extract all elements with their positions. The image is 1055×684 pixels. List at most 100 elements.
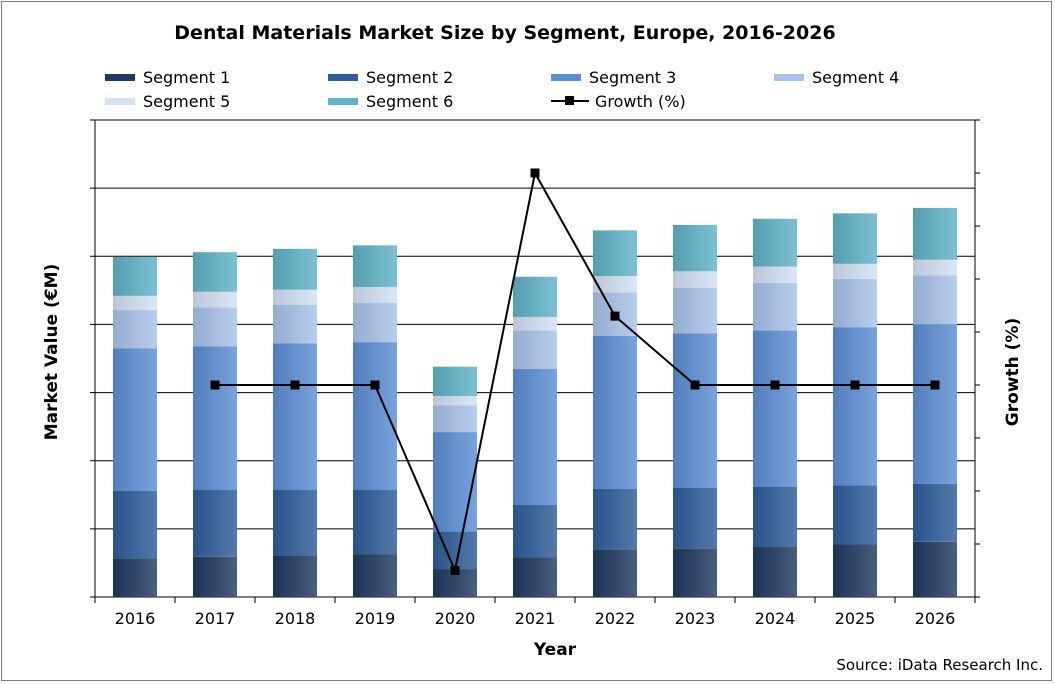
- bar-segment-4: [353, 302, 397, 343]
- legend-item-growth: Growth (%): [551, 90, 686, 112]
- legend-item-segment-1: Segment 1: [105, 66, 230, 88]
- growth-line: [215, 170, 935, 574]
- growth-point: [210, 380, 220, 390]
- legend-swatch-segment-1: [105, 73, 135, 81]
- bar-segment-6: [113, 256, 157, 296]
- bar-segment-4: [913, 275, 957, 325]
- bar-segment-6: [833, 213, 877, 264]
- legend-swatch-segment-4: [774, 73, 804, 81]
- x-tick-label: 2019: [355, 609, 396, 628]
- legend-line-growth: [551, 96, 589, 105]
- bar-segment-5: [273, 289, 317, 305]
- x-tick-label: 2022: [595, 609, 636, 628]
- x-axis-label: Year: [533, 640, 577, 660]
- bar-segment-6: [593, 230, 637, 277]
- x-tick-label: 2026: [915, 609, 956, 628]
- legend-item-segment-3: Segment 3: [551, 66, 676, 88]
- bar-segment-6: [273, 248, 317, 290]
- bar-segment-5: [673, 271, 717, 288]
- bar-segment-5: [753, 266, 797, 283]
- bar-segment-3: [833, 327, 877, 486]
- bar-segment-2: [753, 486, 797, 547]
- growth-point: [530, 168, 540, 178]
- bar-segment-5: [513, 316, 557, 331]
- bar-segment-1: [273, 555, 317, 597]
- bar-segment-3: [193, 346, 237, 491]
- bar-segment-4: [513, 330, 557, 369]
- bar-segment-6: [433, 366, 477, 396]
- growth-point: [450, 566, 460, 575]
- legend-label-segment-5: Segment 5: [143, 91, 231, 111]
- growth-point: [290, 380, 300, 390]
- bar-segment-2: [113, 490, 157, 559]
- bar-segment-4: [433, 405, 477, 433]
- growth-point: [850, 380, 860, 390]
- legend-item-segment-2: Segment 2: [328, 66, 453, 88]
- legend-label-segment-3: Segment 3: [589, 67, 677, 87]
- legend-item-segment-4: Segment 4: [774, 66, 899, 88]
- growth-point: [930, 380, 940, 390]
- bar-segment-3: [353, 342, 397, 491]
- legend-swatch-segment-2: [328, 73, 358, 81]
- bar-segment-2: [513, 505, 557, 558]
- bar-segment-2: [833, 485, 877, 545]
- bar-segment-5: [913, 259, 957, 276]
- bar-segment-6: [353, 245, 397, 287]
- bar-segment-3: [753, 330, 797, 487]
- bar-segment-1: [833, 544, 877, 597]
- bar-segment-4: [753, 282, 797, 331]
- bar-segment-1: [353, 554, 397, 597]
- legend-label-segment-2: Segment 2: [366, 67, 454, 87]
- bar-segment-2: [353, 490, 397, 555]
- legend-label-segment-6: Segment 6: [366, 91, 454, 111]
- bar-segment-6: [753, 218, 797, 267]
- legend-label-segment-1: Segment 1: [143, 67, 231, 87]
- bar-segment-2: [593, 488, 637, 550]
- bar-segment-1: [673, 548, 717, 597]
- x-tick-label: 2017: [195, 609, 236, 628]
- growth-point: [610, 311, 620, 321]
- legend-item-segment-6: Segment 6: [328, 90, 453, 112]
- bar-segment-4: [273, 304, 317, 344]
- bar-segment-3: [913, 324, 957, 484]
- bar-segment-3: [673, 333, 717, 488]
- bar-segment-6: [673, 224, 717, 272]
- bar-segment-3: [113, 348, 157, 491]
- x-tick-label: 2024: [755, 609, 796, 628]
- bar-segment-1: [113, 558, 157, 597]
- bar-segment-3: [593, 336, 637, 489]
- bar-segment-6: [193, 252, 237, 292]
- x-tick-label: 2018: [275, 609, 316, 628]
- bar-segment-5: [113, 295, 157, 311]
- bar-segment-4: [113, 310, 157, 349]
- bar-segment-3: [273, 343, 317, 491]
- bar-segment-4: [673, 287, 717, 334]
- bar-segment-3: [433, 432, 477, 532]
- source-note: Source: iData Research Inc.: [836, 656, 1043, 674]
- bar-segment-2: [673, 487, 717, 549]
- bar-segment-2: [913, 483, 957, 542]
- bar-segment-4: [193, 307, 237, 347]
- growth-point: [690, 380, 700, 390]
- bar-segment-1: [593, 549, 637, 597]
- bar-segment-5: [353, 286, 397, 303]
- bar-segment-4: [833, 278, 877, 328]
- x-tick-label: 2021: [515, 609, 556, 628]
- x-tick-label: 2020: [435, 609, 476, 628]
- growth-point: [770, 380, 780, 390]
- growth-point: [370, 380, 380, 390]
- bar-segment-5: [193, 291, 237, 308]
- x-tick-label: 2025: [835, 609, 876, 628]
- bar-segment-2: [193, 490, 237, 557]
- legend-swatch-segment-6: [328, 97, 358, 105]
- x-tick-label: 2023: [675, 609, 716, 628]
- legend-swatch-segment-3: [551, 73, 581, 81]
- bar-segment-1: [753, 546, 797, 597]
- chart-title: Dental Materials Market Size by Segment,…: [174, 22, 836, 44]
- x-tick-label: 2016: [115, 609, 156, 628]
- bar-segment-1: [513, 557, 557, 597]
- legend-label-segment-4: Segment 4: [812, 67, 900, 87]
- legend-item-segment-5: Segment 5: [105, 90, 230, 112]
